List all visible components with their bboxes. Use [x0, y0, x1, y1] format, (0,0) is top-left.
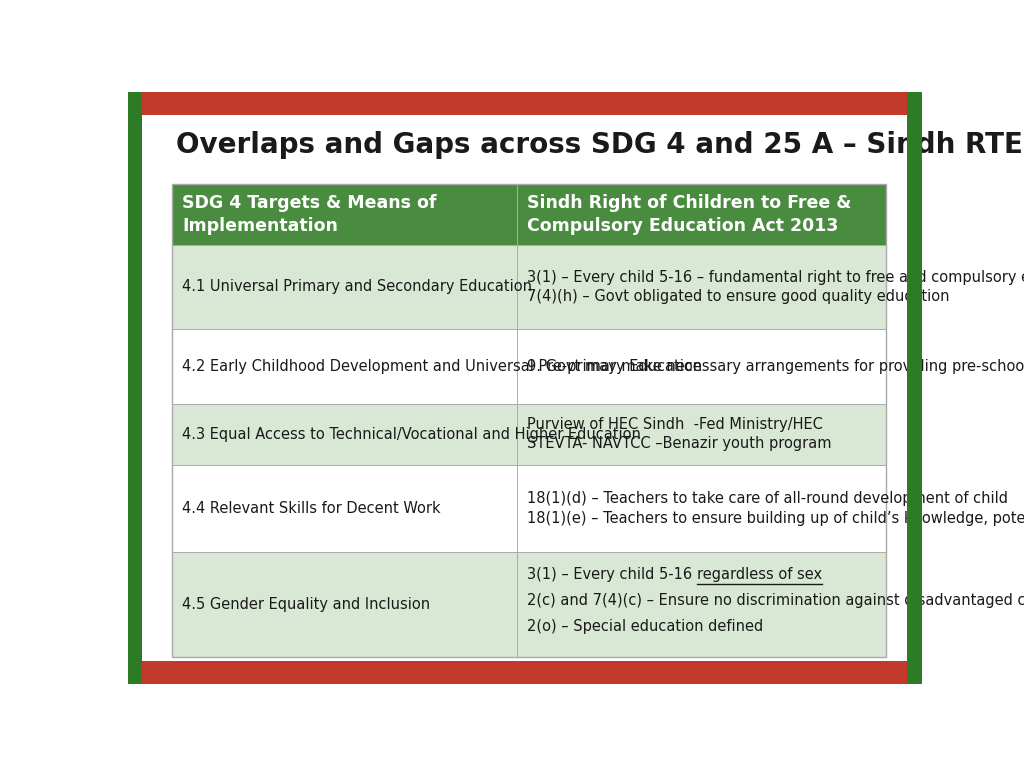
- Text: regardless of sex: regardless of sex: [697, 567, 822, 582]
- Text: SDG 4 Targets & Means of
Implementation: SDG 4 Targets & Means of Implementation: [182, 194, 436, 235]
- Text: 9. Govt may make necessary arrangements for providing pre-school education and e: 9. Govt may make necessary arrangements …: [527, 359, 1024, 373]
- Bar: [172, 552, 517, 657]
- Bar: [517, 465, 886, 552]
- Text: Overlaps and Gaps across SDG 4 and 25 A – Sindh RTE Act: Overlaps and Gaps across SDG 4 and 25 A …: [176, 131, 1024, 160]
- Bar: [172, 245, 517, 329]
- Bar: [517, 552, 886, 657]
- Text: 4.4 Relevant Skills for Decent Work: 4.4 Relevant Skills for Decent Work: [182, 501, 440, 516]
- Text: 4.5 Gender Equality and Inclusion: 4.5 Gender Equality and Inclusion: [182, 598, 430, 612]
- Text: 2(c) and 7(4)(c) – Ensure no discrimination against disadvantaged child: 2(c) and 7(4)(c) – Ensure no discriminat…: [527, 593, 1024, 608]
- Bar: [128, 661, 922, 684]
- Text: 4.3 Equal Access to Technical/Vocational and Higher Education: 4.3 Equal Access to Technical/Vocational…: [182, 427, 641, 442]
- Bar: [517, 184, 886, 245]
- Text: 4.2 Early Childhood Development and Universal Pre-primary Education: 4.2 Early Childhood Development and Univ…: [182, 359, 702, 373]
- Text: 2(o) – Special education defined: 2(o) – Special education defined: [527, 619, 764, 634]
- Bar: [172, 404, 517, 465]
- Text: 3(1) – Every child 5-16 – fundamental right to free and compulsory education
7(4: 3(1) – Every child 5-16 – fundamental ri…: [527, 270, 1024, 304]
- Bar: [517, 245, 886, 329]
- Bar: [172, 184, 517, 245]
- Bar: [128, 92, 922, 114]
- Text: 3(1) – Every child 5-16: 3(1) – Every child 5-16: [527, 567, 697, 582]
- Text: Purview of HEC Sindh  -Fed Ministry/HEC
STEVTA- NAVTCC –Benazir youth program: Purview of HEC Sindh -Fed Ministry/HEC S…: [527, 417, 831, 452]
- Bar: [128, 92, 142, 684]
- Text: 18(1)(d) – Teachers to take care of all-round development of child
18(1)(e) – Te: 18(1)(d) – Teachers to take care of all-…: [527, 492, 1024, 525]
- Text: Sindh Right of Children to Free &
Compulsory Education Act 2013: Sindh Right of Children to Free & Compul…: [527, 194, 852, 235]
- Text: 4.1 Universal Primary and Secondary Education: 4.1 Universal Primary and Secondary Educ…: [182, 280, 531, 294]
- Bar: [517, 329, 886, 404]
- Bar: [172, 465, 517, 552]
- Bar: [517, 404, 886, 465]
- Bar: [907, 92, 922, 684]
- Bar: [172, 329, 517, 404]
- Bar: [172, 184, 886, 657]
